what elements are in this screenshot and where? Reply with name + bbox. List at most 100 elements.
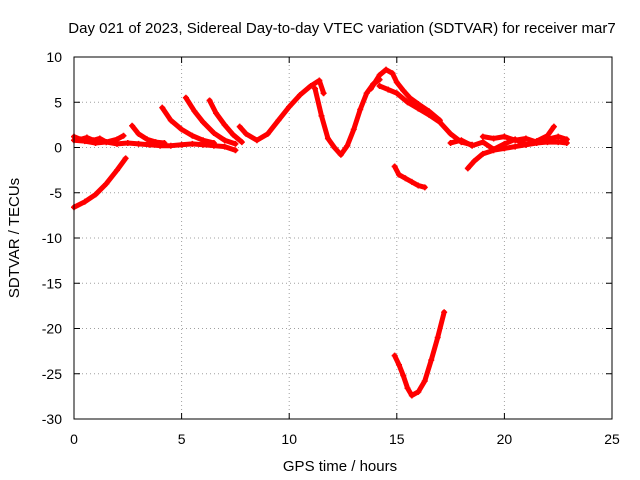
data-point — [490, 135, 497, 142]
data-point — [129, 122, 136, 129]
data-point — [522, 141, 529, 148]
data-point — [191, 108, 198, 115]
data-point — [458, 137, 465, 144]
series-arc-late-upper — [479, 133, 570, 146]
data-point — [230, 131, 237, 138]
data-point — [159, 104, 166, 111]
data-point — [479, 150, 486, 157]
data-point — [426, 111, 433, 118]
data-point — [318, 112, 325, 119]
data-point — [415, 388, 422, 395]
y-tick-label: 5 — [54, 94, 62, 110]
data-point — [350, 126, 357, 133]
data-point — [221, 137, 228, 144]
x-tick-label: 0 — [70, 431, 78, 447]
data-point — [393, 79, 400, 86]
data-point — [533, 139, 540, 146]
data-point — [512, 143, 519, 150]
data-point — [90, 137, 97, 144]
data-point — [344, 142, 351, 149]
data-point — [167, 142, 174, 149]
data-point — [152, 139, 159, 146]
data-point — [178, 141, 185, 148]
axis-ticks: 0 5 10 15 20 25 -30 -25 -20 -15 -10 -5 0 5 10 — [42, 49, 620, 447]
data-point — [550, 123, 557, 130]
grid — [74, 57, 612, 419]
data-point — [406, 94, 413, 101]
data-point — [81, 198, 88, 205]
data-point — [393, 90, 400, 97]
y-tick-label: -10 — [42, 230, 62, 246]
data-point — [135, 130, 142, 137]
x-tick-label: 25 — [604, 431, 620, 447]
data-point — [447, 139, 454, 146]
data-point — [408, 178, 415, 185]
data-point — [83, 134, 90, 141]
data-point — [363, 90, 370, 97]
data-point — [275, 117, 282, 124]
data-point — [469, 142, 476, 149]
data-point — [135, 140, 142, 147]
data-point — [189, 140, 196, 147]
data-point — [522, 135, 529, 142]
x-tick-label: 10 — [281, 431, 297, 447]
data-point — [391, 163, 398, 170]
x-tick-label: 20 — [497, 431, 513, 447]
data-point — [320, 90, 327, 97]
data-point — [296, 92, 303, 99]
data-point — [441, 309, 448, 316]
x-tick-label: 15 — [389, 431, 405, 447]
data-point — [124, 139, 131, 146]
data-point — [221, 121, 228, 128]
data-point — [383, 66, 390, 73]
data-point — [316, 77, 323, 84]
data-point — [120, 132, 127, 139]
data-point — [391, 352, 398, 359]
series-arc-7.7h — [236, 77, 327, 144]
series-line — [71, 155, 129, 210]
x-axis-label: GPS time / hours — [283, 458, 397, 475]
data-point — [286, 103, 293, 110]
data-point — [376, 72, 383, 79]
data-point — [200, 137, 207, 144]
data-point — [408, 392, 415, 399]
data-point — [114, 136, 121, 143]
data-point — [479, 133, 486, 140]
data-point — [415, 182, 422, 189]
data-point — [236, 123, 243, 130]
data-point — [563, 136, 570, 143]
data-point — [490, 147, 497, 154]
series-line — [368, 67, 443, 123]
y-tick-label: -5 — [50, 185, 63, 201]
series-arc-4h — [159, 104, 217, 146]
y-axis-label: SDTVAR / TECUs — [6, 178, 23, 298]
data-point — [331, 144, 338, 151]
data-point — [92, 191, 99, 198]
data-point — [77, 136, 84, 143]
data-point — [357, 106, 364, 113]
data-point — [389, 70, 396, 77]
series-arc-5.2h — [182, 94, 239, 147]
data-point — [471, 158, 478, 165]
series-arc-14-16h-peak — [367, 66, 443, 124]
data-point — [221, 143, 228, 150]
data-point — [436, 119, 443, 126]
data-point — [122, 155, 129, 162]
data-point — [232, 140, 239, 147]
data-point — [232, 147, 239, 154]
data-point — [415, 105, 422, 112]
y-tick-label: -20 — [42, 321, 62, 337]
series-line — [237, 78, 327, 143]
data-point — [544, 136, 551, 143]
y-tick-label: -30 — [42, 411, 62, 427]
data-point — [402, 175, 409, 182]
series-arc-early-rising — [71, 155, 129, 211]
series-arc-11-13h-dip — [312, 76, 383, 158]
data-point — [103, 139, 110, 146]
data-point — [161, 139, 168, 146]
chart-title: Day 021 of 2023, Sidereal Day-to-day VTE… — [68, 20, 615, 37]
data-point — [213, 110, 220, 117]
data-point — [210, 139, 217, 146]
data-point — [312, 85, 319, 92]
